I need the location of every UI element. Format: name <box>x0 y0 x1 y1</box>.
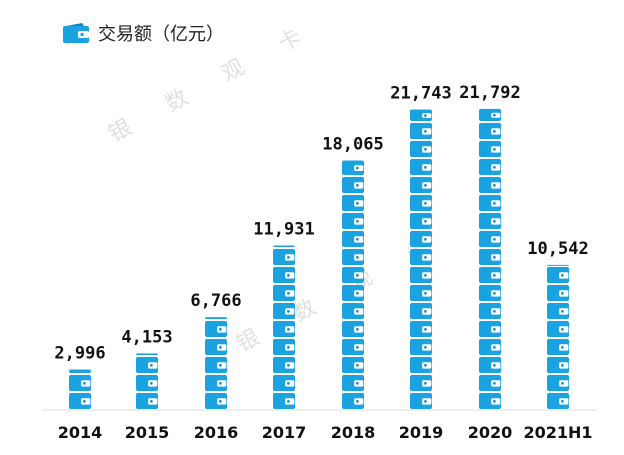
data-label: 18,065 <box>322 134 383 154</box>
bar <box>479 108 501 409</box>
data-label: 21,792 <box>459 83 520 103</box>
x-tick-label: 2015 <box>125 423 170 442</box>
bar <box>342 160 364 409</box>
bar <box>273 245 295 409</box>
bar <box>136 353 158 409</box>
data-label: 21,743 <box>390 83 451 103</box>
x-tick-label: 2020 <box>468 423 513 442</box>
data-label: 4,153 <box>121 327 172 347</box>
bar <box>69 369 91 409</box>
bar <box>410 109 432 409</box>
x-tick-label: 2021H1 <box>523 423 592 442</box>
x-tick-label: 2019 <box>399 423 444 442</box>
x-tick-label: 2014 <box>58 423 103 442</box>
data-label: 10,542 <box>527 239 588 259</box>
x-tick-label: 2017 <box>262 423 307 442</box>
x-tick-label: 2016 <box>194 423 239 442</box>
bar <box>547 264 569 409</box>
data-label: 2,996 <box>54 343 105 363</box>
data-label: 11,931 <box>253 220 314 240</box>
bar <box>205 317 227 409</box>
x-tick-label: 2018 <box>331 423 376 442</box>
legend: 交易额（亿元） <box>62 20 224 46</box>
data-label: 6,766 <box>190 291 241 311</box>
legend-label: 交易额（亿元） <box>98 24 224 45</box>
wallet-icon <box>63 23 89 43</box>
